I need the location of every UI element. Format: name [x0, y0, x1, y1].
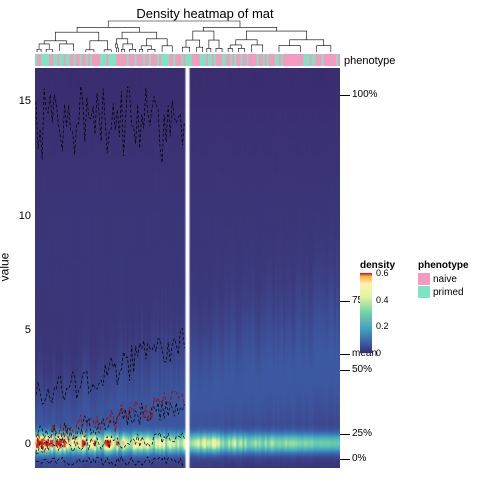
density-colorbar-ticks: 00.20.40.6 [376, 273, 400, 353]
quantile-label: 0% [352, 453, 366, 464]
quantile-label: 50% [352, 364, 372, 375]
y-axis-label: value [0, 253, 11, 282]
phenotype-legend: phenotype naiveprimed [418, 260, 469, 299]
column-dendrogram [35, 20, 340, 52]
quantile-label: 100% [352, 89, 378, 100]
phenotype-annotation-label: phenotype [344, 55, 395, 67]
density-legend: density 00.20.40.6 [360, 260, 400, 353]
phenotype-legend-title: phenotype [418, 260, 469, 271]
density-colorbar [360, 273, 372, 353]
phenotype-legend-item: naive [418, 273, 469, 285]
quantile-label: 25% [352, 428, 372, 439]
quantile-lines-overlay [35, 68, 340, 468]
plot-title: Density heatmap of mat [35, 6, 375, 21]
phenotype-legend-item: primed [418, 286, 469, 298]
phenotype-annotation-bar [35, 54, 340, 66]
